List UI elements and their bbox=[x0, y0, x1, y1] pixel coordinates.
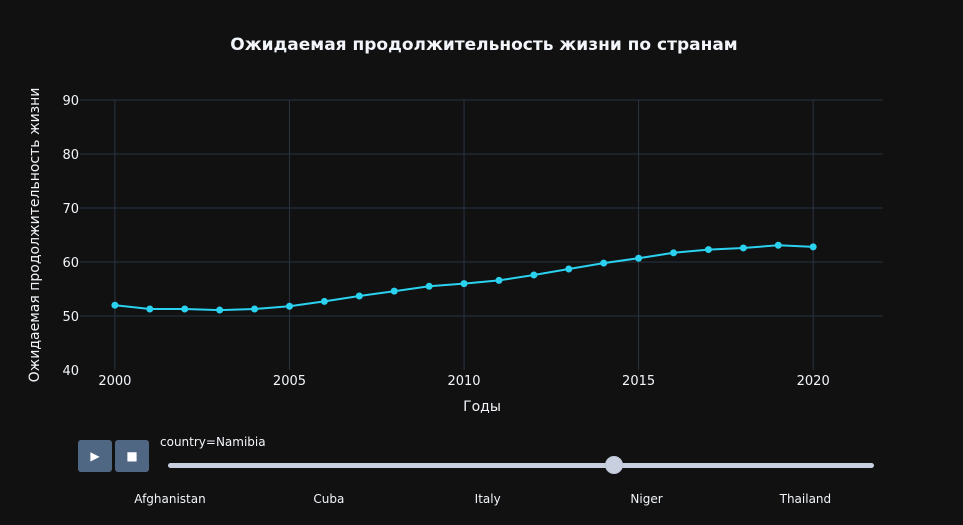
data-point bbox=[704, 246, 712, 254]
data-point bbox=[670, 249, 678, 257]
slider-step-label[interactable]: Thailand bbox=[779, 492, 832, 506]
data-point bbox=[460, 280, 468, 288]
slider-step-label[interactable]: Cuba bbox=[313, 492, 345, 506]
series-points bbox=[111, 241, 817, 314]
slider-step-label[interactable]: Afghanistan bbox=[134, 492, 206, 506]
slider-current-label: country=Namibia bbox=[160, 435, 266, 449]
stop-button[interactable]: ■ bbox=[115, 440, 149, 472]
y-tick-label: 80 bbox=[62, 148, 79, 163]
x-tick-label: 2005 bbox=[273, 374, 306, 389]
data-point bbox=[216, 306, 224, 314]
slider-handle[interactable] bbox=[605, 456, 624, 474]
data-point bbox=[390, 287, 398, 295]
data-point bbox=[565, 265, 573, 273]
slider-track[interactable] bbox=[168, 463, 874, 468]
y-tick-label: 40 bbox=[62, 364, 79, 379]
data-point bbox=[285, 302, 293, 310]
y-axis-title: Ожидаемая продолжительность жизни bbox=[27, 88, 43, 383]
y-tick-label: 70 bbox=[62, 202, 79, 217]
data-point bbox=[530, 271, 538, 279]
data-point bbox=[774, 241, 782, 249]
data-point bbox=[111, 301, 119, 309]
chart-title: Ожидаемая продолжительность жизни по стр… bbox=[230, 35, 737, 55]
x-axis-title: Годы bbox=[463, 399, 501, 415]
y-tick-label: 90 bbox=[62, 94, 79, 109]
data-point bbox=[809, 243, 817, 251]
x-axis-ticks: 2000 2005 2010 2015 2020 bbox=[98, 374, 829, 389]
x-tick-label: 2000 bbox=[98, 374, 131, 389]
x-tick-label: 2015 bbox=[622, 374, 655, 389]
data-point bbox=[425, 282, 433, 290]
data-point bbox=[181, 305, 189, 313]
y-axis-ticks: 40 50 60 70 80 90 bbox=[62, 94, 79, 379]
y-tick-label: 60 bbox=[62, 256, 79, 271]
slider-step-label[interactable]: Niger bbox=[630, 492, 663, 506]
data-point bbox=[739, 244, 747, 252]
x-tick-label: 2020 bbox=[797, 374, 830, 389]
slider-step-label[interactable]: Italy bbox=[474, 492, 501, 506]
data-point bbox=[251, 305, 259, 313]
data-point bbox=[635, 254, 643, 262]
data-point bbox=[320, 297, 328, 305]
data-point bbox=[495, 276, 503, 284]
stop-icon: ■ bbox=[126, 449, 138, 463]
data-point bbox=[146, 305, 154, 313]
play-button[interactable]: ▶ bbox=[78, 440, 112, 472]
x-tick-label: 2010 bbox=[447, 374, 480, 389]
play-icon: ▶ bbox=[90, 449, 100, 463]
y-tick-label: 50 bbox=[62, 310, 79, 325]
data-point bbox=[355, 292, 363, 300]
data-point bbox=[600, 259, 608, 267]
grid bbox=[80, 99, 883, 370]
